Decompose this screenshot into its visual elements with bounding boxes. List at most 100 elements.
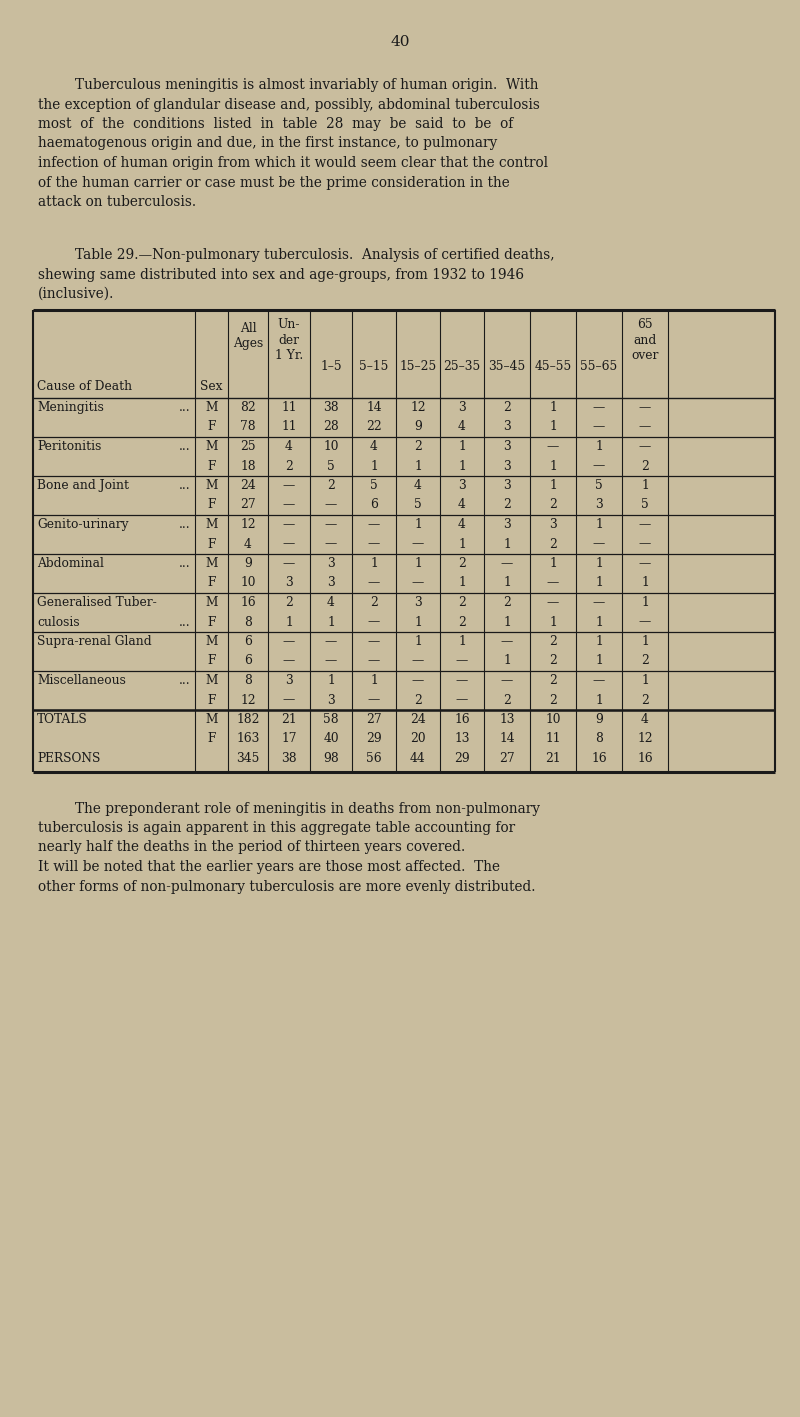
- Text: —: —: [501, 557, 513, 570]
- Text: 1: 1: [370, 459, 378, 472]
- Text: 4: 4: [414, 479, 422, 492]
- Text: Tuberculous meningitis is almost invariably of human origin.  With: Tuberculous meningitis is almost invaria…: [75, 78, 538, 92]
- Text: —: —: [325, 537, 337, 550]
- Text: 11: 11: [282, 401, 297, 414]
- Text: —: —: [283, 655, 295, 667]
- Text: 14: 14: [366, 401, 382, 414]
- Text: —: —: [412, 655, 424, 667]
- Text: 2: 2: [458, 597, 466, 609]
- Text: Peritonitis: Peritonitis: [37, 441, 102, 453]
- Text: 2: 2: [370, 597, 378, 609]
- Text: 6: 6: [244, 635, 252, 648]
- Text: M: M: [206, 635, 218, 648]
- Text: —: —: [368, 693, 380, 707]
- Text: 182: 182: [236, 713, 260, 726]
- Text: 29: 29: [454, 752, 470, 765]
- Text: —: —: [639, 421, 651, 434]
- Text: ...: ...: [179, 615, 191, 629]
- Text: —: —: [501, 635, 513, 648]
- Text: —: —: [412, 577, 424, 589]
- Text: TOTALS: TOTALS: [37, 713, 88, 726]
- Text: 2: 2: [641, 655, 649, 667]
- Text: 1: 1: [549, 615, 557, 629]
- Text: Table 29.—Non-pulmonary tuberculosis.  Analysis of certified deaths,: Table 29.—Non-pulmonary tuberculosis. An…: [75, 248, 554, 262]
- Text: —: —: [283, 557, 295, 570]
- Text: 78: 78: [240, 421, 256, 434]
- Text: 11: 11: [546, 733, 561, 745]
- Text: ...: ...: [179, 479, 191, 492]
- Text: 5: 5: [641, 499, 649, 512]
- Text: —: —: [368, 577, 380, 589]
- Text: Sex: Sex: [200, 380, 222, 393]
- Text: 2: 2: [503, 499, 511, 512]
- Text: F: F: [207, 655, 216, 667]
- Text: 1: 1: [595, 557, 603, 570]
- Text: F: F: [207, 459, 216, 472]
- Text: 18: 18: [240, 459, 256, 472]
- Text: —: —: [639, 615, 651, 629]
- Text: 4: 4: [327, 597, 335, 609]
- Text: 1: 1: [641, 577, 649, 589]
- Text: ...: ...: [179, 674, 191, 687]
- Text: 3: 3: [549, 519, 557, 531]
- Text: 25: 25: [240, 441, 256, 453]
- Text: 1: 1: [641, 479, 649, 492]
- Text: 3: 3: [503, 459, 511, 472]
- Text: attack on tuberculosis.: attack on tuberculosis.: [38, 196, 196, 208]
- Text: 1: 1: [641, 674, 649, 687]
- Text: shewing same distributed into sex and age-groups, from 1932 to 1946: shewing same distributed into sex and ag…: [38, 268, 524, 282]
- Text: 1: 1: [595, 693, 603, 707]
- Text: 1: 1: [503, 577, 511, 589]
- Text: ...: ...: [179, 557, 191, 570]
- Text: 345: 345: [236, 752, 260, 765]
- Text: —: —: [283, 519, 295, 531]
- Text: 4: 4: [285, 441, 293, 453]
- Text: Abdominal: Abdominal: [37, 557, 104, 570]
- Text: 65
and
over: 65 and over: [631, 317, 658, 361]
- Text: M: M: [206, 557, 218, 570]
- Text: 13: 13: [454, 733, 470, 745]
- Text: —: —: [368, 519, 380, 531]
- Text: —: —: [593, 597, 605, 609]
- Text: 1–5: 1–5: [320, 360, 342, 373]
- Text: 14: 14: [499, 733, 515, 745]
- Text: 2: 2: [503, 597, 511, 609]
- Text: 28: 28: [323, 421, 339, 434]
- Text: 8: 8: [244, 615, 252, 629]
- Text: 12: 12: [240, 519, 256, 531]
- Text: 9: 9: [414, 421, 422, 434]
- Text: —: —: [368, 635, 380, 648]
- Text: 1: 1: [458, 577, 466, 589]
- Text: 2: 2: [285, 459, 293, 472]
- Text: 10: 10: [323, 441, 338, 453]
- Text: —: —: [501, 674, 513, 687]
- Text: 1: 1: [503, 655, 511, 667]
- Text: 1: 1: [458, 635, 466, 648]
- Text: infection of human origin from which it would seem clear that the control: infection of human origin from which it …: [38, 156, 548, 170]
- Text: —: —: [325, 655, 337, 667]
- Text: Miscellaneous: Miscellaneous: [37, 674, 126, 687]
- Text: —: —: [593, 674, 605, 687]
- Text: 12: 12: [410, 401, 426, 414]
- Text: —: —: [456, 655, 468, 667]
- Text: ...: ...: [179, 401, 191, 414]
- Text: 38: 38: [281, 752, 297, 765]
- Text: of the human carrier or case must be the prime consideration in the: of the human carrier or case must be the…: [38, 176, 510, 190]
- Text: Bone and Joint: Bone and Joint: [37, 479, 129, 492]
- Text: 3: 3: [595, 499, 603, 512]
- Text: F: F: [207, 693, 216, 707]
- Text: —: —: [368, 655, 380, 667]
- Text: 58: 58: [323, 713, 339, 726]
- Text: F: F: [207, 733, 216, 745]
- Text: nearly half the deaths in the period of thirteen years covered.: nearly half the deaths in the period of …: [38, 840, 466, 854]
- Text: 44: 44: [410, 752, 426, 765]
- Text: M: M: [206, 441, 218, 453]
- Text: 16: 16: [591, 752, 607, 765]
- Text: 2: 2: [458, 557, 466, 570]
- Text: 1: 1: [458, 459, 466, 472]
- Text: 1: 1: [595, 655, 603, 667]
- Text: 1: 1: [549, 557, 557, 570]
- Text: 8: 8: [244, 674, 252, 687]
- Text: All
Ages: All Ages: [233, 322, 263, 350]
- Text: M: M: [206, 479, 218, 492]
